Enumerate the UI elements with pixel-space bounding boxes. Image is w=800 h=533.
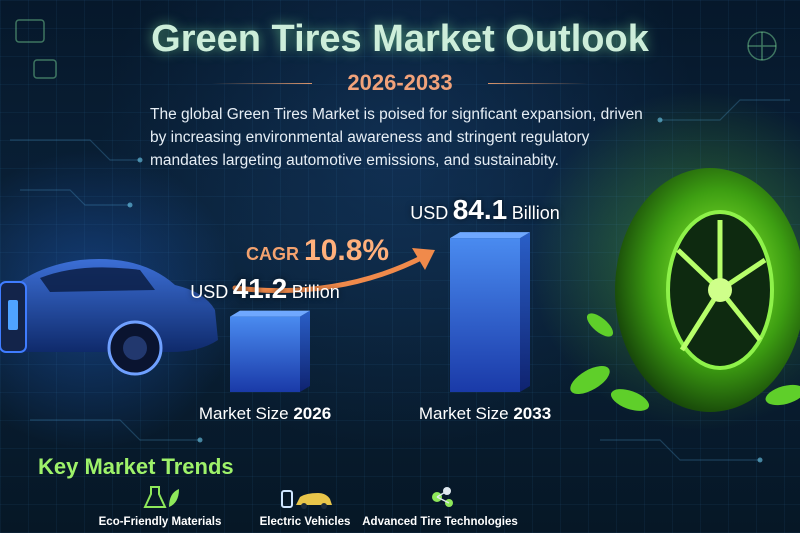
value-suffix: Billion — [511, 203, 560, 224]
bar-2033 — [450, 238, 520, 392]
category-text: Market Size — [198, 404, 289, 423]
trend-label: Electric Vehicles — [259, 516, 351, 528]
trend-label: Eco-Friendly Materials — [98, 516, 222, 528]
electric-car-illustration — [0, 259, 218, 376]
value-number: 84.1 — [452, 194, 508, 226]
cagr-value: 10.8% — [304, 234, 390, 267]
trend-item-tire-technologies: Advanced Tire Technologies — [345, 482, 535, 530]
cagr-prefix: CAGR — [246, 244, 299, 264]
value-number: 41.2 — [232, 272, 288, 304]
page-subtitle: 2026-2033 — [347, 70, 453, 95]
category-year: 2026 — [293, 404, 332, 423]
bar-top-0 — [230, 310, 310, 317]
tire-tech-icon — [432, 487, 453, 507]
category-text: Market Size — [418, 404, 509, 423]
value-prefix: USD — [190, 281, 229, 302]
growth-arrow-icon — [232, 248, 435, 294]
category-label-2033: Market Size 2033 — [395, 404, 575, 424]
trend-label: Advanced Tire Technologies — [362, 516, 518, 528]
category-label-2026: Market Size 2026 — [175, 404, 355, 424]
bar-value-label-2026: USD 41.2 Billion — [175, 273, 355, 305]
ev-car-icon — [281, 490, 332, 509]
key-trends-title: Key Market Trends — [38, 454, 234, 479]
value-suffix: Billion — [291, 281, 340, 302]
cagr-label: CAGR 10.8% — [246, 234, 389, 268]
bars-group — [230, 232, 530, 392]
market-description: The global Green Tires Market is poised … — [150, 106, 643, 169]
subtitle-divider-left — [212, 83, 312, 84]
category-year: 2033 — [513, 404, 552, 423]
bar-value-label-2033: USD 84.1 Billion — [395, 194, 575, 226]
value-prefix: USD — [410, 203, 449, 224]
bar-top-1 — [450, 232, 530, 239]
green-tire-illustration — [570, 168, 800, 412]
bar-2026 — [230, 316, 300, 392]
bar-side-1 — [520, 232, 530, 392]
page-title: Green Tires Market Outlook — [151, 18, 649, 60]
bar-side-0 — [300, 310, 310, 392]
flask-leaf-icon — [143, 486, 179, 508]
trend-item-electric-vehicles: Electric Vehicles — [210, 482, 400, 530]
trend-item-eco-materials: Eco-Friendly Materials — [65, 482, 255, 530]
